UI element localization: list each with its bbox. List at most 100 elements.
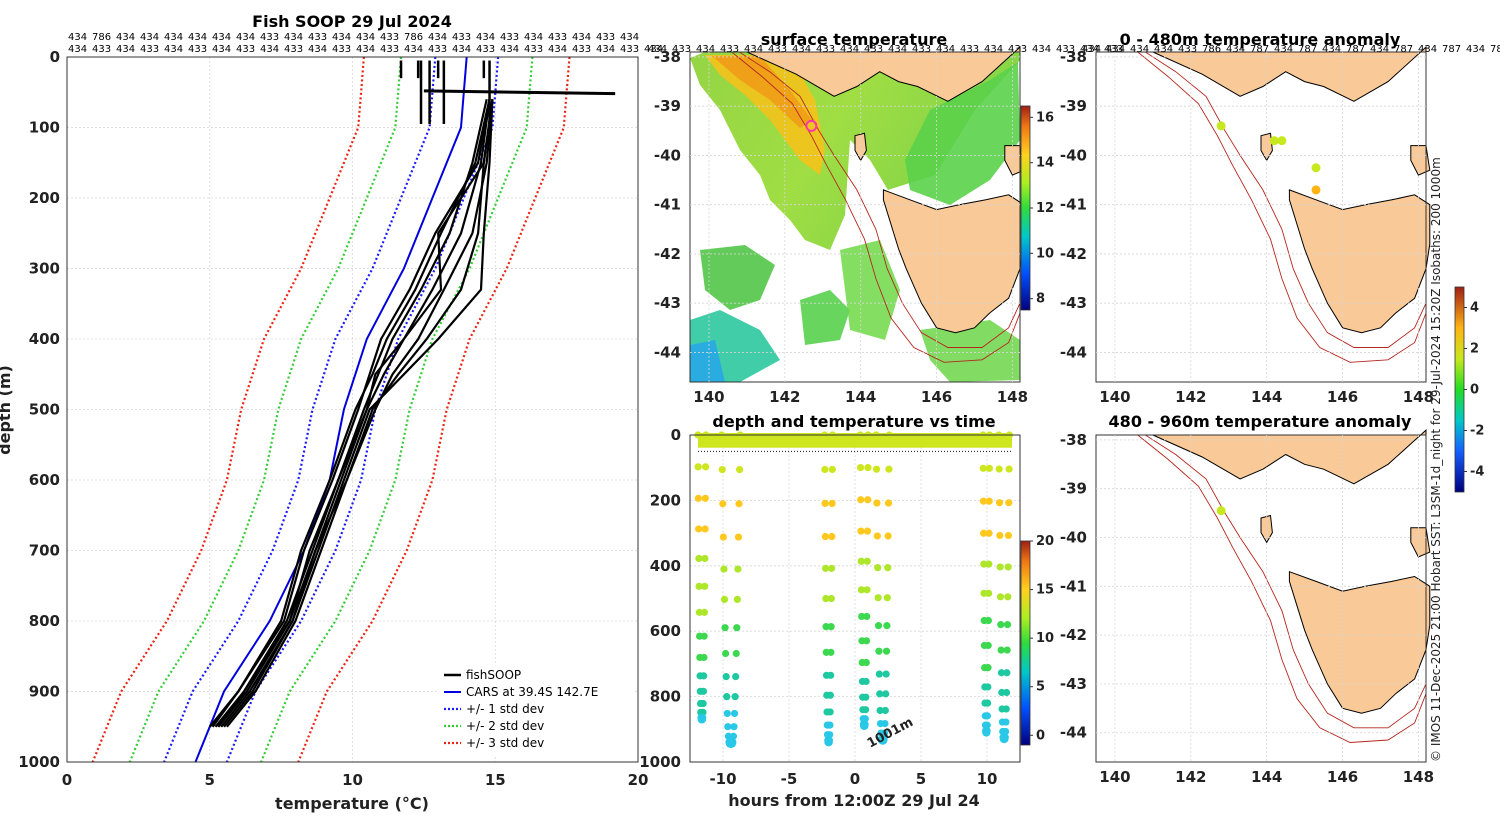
dive-point <box>695 554 703 563</box>
dive-point <box>874 594 882 602</box>
lat-tick-label: -44 <box>1060 343 1087 361</box>
dive-bottom-point <box>860 722 869 731</box>
cast-id-label: 434 <box>356 44 375 55</box>
cast-id-label: 434 <box>164 44 183 55</box>
profile-ylabel: depth (m) <box>0 365 14 455</box>
depth-tick-label: 0 <box>671 426 681 444</box>
dive-point <box>861 715 869 723</box>
colorbar-tick-label: 20 <box>1036 534 1054 549</box>
dive-point <box>983 712 992 720</box>
cast-id-label: 433 <box>1178 44 1197 55</box>
colorbar-tick-label: -2 <box>1470 424 1484 439</box>
lat-tick-label: -40 <box>1060 146 1087 164</box>
dive-point <box>864 496 872 504</box>
dive-point <box>695 582 703 590</box>
dive-point <box>873 532 881 540</box>
dive-point <box>828 532 836 541</box>
dive-point <box>996 531 1004 540</box>
sst-ticks: 140 142 144 146 148 -38 -39 -40 -41 -42 -43 -44 <box>654 48 1028 406</box>
dive-point <box>979 497 988 505</box>
anomaly-upper-cast-ids: 434 434 434 434 433 786 434 787 434 787 434 787 434 7… <box>1082 44 1500 55</box>
depth-time-xlabel: hours from 12:00Z 29 Jul 24 <box>728 791 979 810</box>
fishsoop-line <box>217 99 491 728</box>
anomaly-upper-title: 0 - 480m temperature anomaly <box>1120 30 1401 49</box>
lat-tick-label: -43 <box>654 294 681 312</box>
x-tick-label: 20 <box>628 771 649 789</box>
isobath-200m <box>739 51 1021 348</box>
anomaly-point <box>1269 136 1279 146</box>
dive-point <box>723 709 731 718</box>
cast-id-label: 434 <box>1106 44 1125 55</box>
cast-id-label: 434 <box>476 32 495 43</box>
x-tick-label: 15 <box>485 771 506 789</box>
lon-tick-label: 140 <box>693 388 724 406</box>
cast-id-label: 434 <box>68 44 87 55</box>
depth-tick-label: 200 <box>650 491 681 509</box>
depth-time-title: depth and temperature vs time <box>712 412 995 431</box>
cast-id-label: 433 <box>524 44 543 55</box>
dive-point <box>856 463 865 472</box>
cast-id-label: 433 <box>476 44 495 55</box>
lon-tick-label: 146 <box>921 388 952 406</box>
dive-bottom-point <box>982 728 991 737</box>
dive-point <box>827 623 835 631</box>
cast-id-label: 434 <box>620 32 639 43</box>
dive-point <box>885 465 893 473</box>
cast-id-label: 787 <box>1442 44 1461 55</box>
fishsoop-line <box>217 99 494 728</box>
cast-id-label: 434 <box>500 44 519 55</box>
dive-point <box>857 527 865 535</box>
dive-point <box>861 706 870 714</box>
sst-field <box>690 52 1020 382</box>
sst-map-panel: surface temperature 434 433 434 433 434 433 43… <box>648 30 1123 406</box>
lat-tick-label: -38 <box>1060 48 1087 66</box>
cast-id-label: 434 <box>1370 44 1389 55</box>
cast-id-label: 433 <box>720 44 739 55</box>
cast-id-label: 434 <box>888 44 907 55</box>
dive-point <box>875 647 883 655</box>
dive-point <box>874 564 882 572</box>
cast-id-label: 434 <box>236 32 255 43</box>
y-tick-label: 100 <box>29 119 60 137</box>
dive-point <box>882 670 890 678</box>
colorbar-tick-label: 8 <box>1036 292 1045 307</box>
depth-tick-label: 800 <box>650 688 681 706</box>
dive-point <box>826 731 834 739</box>
cast-id-label: 433 <box>620 44 639 55</box>
y-tick-label: 800 <box>29 612 60 630</box>
dive-point <box>984 641 992 650</box>
dive-bottom-point <box>1000 735 1009 744</box>
dive-point <box>995 499 1004 507</box>
fishsoop-line <box>211 99 491 728</box>
anomaly-lower-points <box>1216 506 1226 516</box>
lat-tick-label: -43 <box>1060 675 1087 693</box>
fishsoop-horizontal-segment <box>423 89 616 96</box>
y-tick-label: 400 <box>29 330 60 348</box>
cast-id-label: 787 <box>1346 44 1365 55</box>
dive-point <box>826 721 834 729</box>
x-tick-label: 0 <box>62 771 72 789</box>
dive-point <box>883 594 891 602</box>
cast-id-label: 786 <box>1202 44 1221 55</box>
cast-id-label: 434 <box>212 44 231 55</box>
cast-id-label: 787 <box>1250 44 1269 55</box>
y-tick-label: 200 <box>29 189 60 207</box>
dive-point <box>883 622 891 630</box>
cast-id-label: 434 <box>1322 44 1341 55</box>
dive-point <box>997 669 1006 677</box>
cast-id-label: 434 <box>188 32 207 43</box>
cast-id-label: 434 <box>644 44 663 55</box>
y-tick-label: 0 <box>50 48 60 66</box>
dive-point <box>862 637 871 645</box>
lat-tick-label: -39 <box>654 97 681 115</box>
cast-id-label: 787 <box>1490 44 1500 55</box>
dive-point <box>699 699 707 708</box>
colorbar-tick-label: 15 <box>1036 583 1054 598</box>
dive-point <box>863 586 871 594</box>
time-tick-label: 10 <box>977 770 998 788</box>
anomaly-point <box>1311 163 1321 173</box>
land-victoria <box>746 45 1021 102</box>
land-flinders-island <box>1410 145 1431 176</box>
std-line-lower-2 <box>128 56 403 763</box>
dive-point <box>1004 531 1013 540</box>
